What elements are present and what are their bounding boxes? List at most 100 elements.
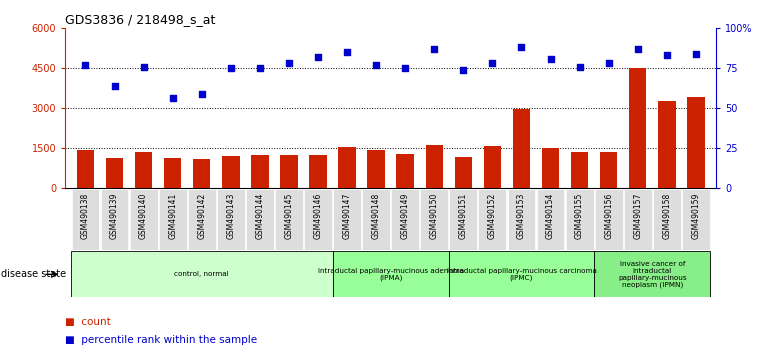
Point (574, 64, 586, 69)
Bar (193, 159, 211, 188)
Point (109, 83, 121, 88)
FancyBboxPatch shape (450, 189, 477, 250)
Bar (339, 147, 355, 188)
Text: GSM490157: GSM490157 (633, 193, 642, 239)
Text: ■  count: ■ count (65, 317, 111, 327)
Text: ■  percentile rank within the sample: ■ percentile rank within the sample (65, 335, 257, 345)
Point (254, 65, 266, 71)
Point (545, 56, 557, 62)
Point (283, 61, 295, 66)
Text: GSM490151: GSM490151 (459, 193, 468, 239)
Text: GSM490159: GSM490159 (692, 193, 700, 239)
Bar (542, 148, 559, 188)
Bar (251, 155, 269, 188)
Text: GSM490145: GSM490145 (284, 193, 293, 239)
Point (486, 61, 499, 66)
Text: control, normal: control, normal (175, 272, 229, 277)
Text: GSM490143: GSM490143 (226, 193, 235, 239)
Bar (483, 147, 501, 188)
Bar (222, 156, 240, 188)
FancyBboxPatch shape (275, 189, 303, 250)
Bar (629, 68, 647, 188)
Text: GSM490141: GSM490141 (169, 193, 177, 239)
Bar (106, 159, 123, 188)
FancyBboxPatch shape (421, 189, 448, 250)
Text: disease state: disease state (1, 269, 66, 279)
Point (516, 45, 528, 50)
Bar (368, 150, 385, 188)
Point (632, 46, 644, 52)
Bar (571, 152, 588, 188)
FancyBboxPatch shape (129, 189, 158, 250)
Point (370, 62, 382, 68)
FancyBboxPatch shape (449, 251, 594, 297)
FancyBboxPatch shape (362, 189, 390, 250)
FancyBboxPatch shape (217, 189, 245, 250)
Point (399, 65, 411, 71)
Text: GSM490146: GSM490146 (313, 193, 322, 239)
Text: GSM490156: GSM490156 (604, 193, 613, 239)
FancyBboxPatch shape (508, 189, 535, 250)
Bar (309, 155, 327, 188)
FancyBboxPatch shape (479, 189, 506, 250)
Text: GSM490148: GSM490148 (372, 193, 381, 239)
Text: GSM490149: GSM490149 (401, 193, 410, 239)
Bar (600, 152, 617, 188)
Text: GSM490154: GSM490154 (546, 193, 555, 239)
Bar (512, 109, 530, 188)
Text: GDS3836 / 218498_s_at: GDS3836 / 218498_s_at (65, 13, 215, 26)
FancyBboxPatch shape (565, 189, 594, 250)
Text: intraductal papillary-mucinous adenoma
(IPMA): intraductal papillary-mucinous adenoma (… (318, 268, 463, 281)
FancyBboxPatch shape (71, 189, 100, 250)
FancyBboxPatch shape (594, 251, 710, 297)
Text: GSM490152: GSM490152 (488, 193, 497, 239)
FancyBboxPatch shape (682, 189, 710, 250)
FancyBboxPatch shape (624, 189, 652, 250)
Point (224, 65, 237, 71)
Bar (658, 101, 676, 188)
Bar (426, 145, 443, 188)
Text: GSM490147: GSM490147 (342, 193, 352, 239)
FancyBboxPatch shape (246, 189, 273, 250)
Point (428, 46, 440, 52)
Point (137, 64, 149, 69)
Text: GSM490153: GSM490153 (517, 193, 526, 239)
Text: GSM490138: GSM490138 (81, 193, 90, 239)
Text: GSM490142: GSM490142 (197, 193, 206, 239)
Text: GSM490144: GSM490144 (255, 193, 264, 239)
Bar (135, 152, 152, 188)
FancyBboxPatch shape (332, 251, 449, 297)
Bar (280, 155, 298, 188)
Point (195, 91, 208, 97)
Point (341, 50, 353, 55)
Point (312, 54, 324, 60)
FancyBboxPatch shape (71, 251, 332, 297)
Text: GSM490150: GSM490150 (430, 193, 439, 239)
Point (80, 62, 92, 68)
Bar (164, 158, 182, 188)
Text: GSM490139: GSM490139 (110, 193, 119, 239)
FancyBboxPatch shape (536, 189, 565, 250)
Point (603, 61, 615, 66)
FancyBboxPatch shape (594, 189, 623, 250)
FancyBboxPatch shape (100, 189, 129, 250)
Point (689, 51, 702, 57)
Text: invasive cancer of
intraductal
papillary-mucinous
neoplasm (IPMN): invasive cancer of intraductal papillary… (618, 261, 686, 288)
Bar (687, 97, 705, 188)
Bar (397, 154, 414, 188)
FancyBboxPatch shape (159, 189, 187, 250)
Bar (454, 157, 472, 188)
Point (166, 96, 178, 101)
Text: GSM490155: GSM490155 (575, 193, 584, 239)
Text: GSM490158: GSM490158 (663, 193, 671, 239)
Bar (77, 150, 94, 188)
FancyBboxPatch shape (653, 189, 681, 250)
FancyBboxPatch shape (391, 189, 419, 250)
Point (660, 53, 673, 58)
Point (457, 67, 470, 73)
FancyBboxPatch shape (188, 189, 216, 250)
FancyBboxPatch shape (333, 189, 361, 250)
Text: GSM490140: GSM490140 (139, 193, 148, 239)
FancyBboxPatch shape (304, 189, 332, 250)
Text: intraductal papillary-mucinous carcinoma
(IPMC): intraductal papillary-mucinous carcinoma… (447, 268, 597, 281)
